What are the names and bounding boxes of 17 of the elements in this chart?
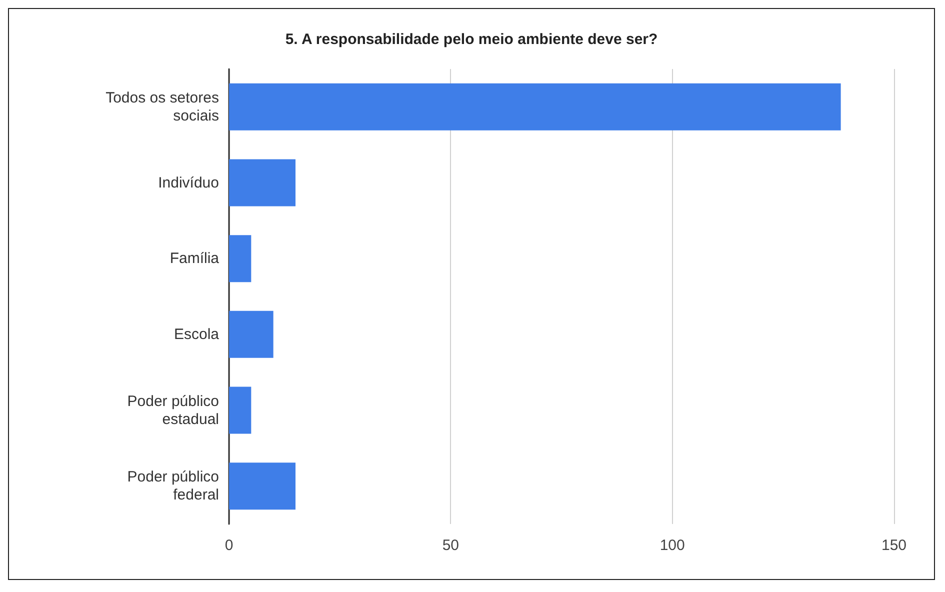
y-tick-label: Todos os setores sociais: [106, 89, 219, 124]
y-tick-label: Família: [170, 250, 220, 268]
bar: [229, 159, 296, 206]
y-tick-label: Poder público federal: [127, 468, 219, 504]
bar: [229, 235, 252, 282]
x-tick-label: 100: [660, 537, 685, 554]
y-tick-label: Indivíduo: [158, 174, 219, 192]
y-tick-label: Escola: [174, 326, 220, 343]
bar: [229, 83, 841, 130]
bar: [229, 462, 296, 510]
y-tick-label: Poder público estadual: [127, 392, 219, 428]
x-tick-label: 150: [881, 537, 907, 554]
x-tick-label: 0: [224, 537, 234, 554]
bar: [229, 386, 252, 434]
chart-title: 5. A responsabilidade pelo meio ambiente deve ser?: [285, 31, 658, 48]
bar: [229, 310, 274, 358]
x-tick-label: 50: [442, 537, 460, 554]
